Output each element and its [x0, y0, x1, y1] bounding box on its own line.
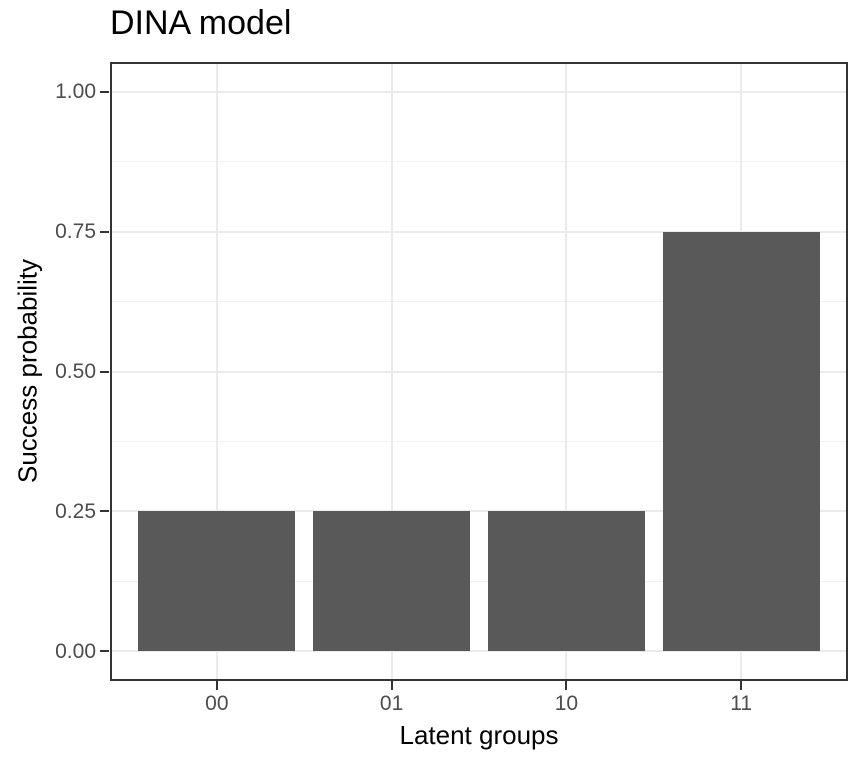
x-tick-label: 01: [379, 692, 404, 715]
x-tick-label: 00: [205, 692, 229, 715]
major-gridline-vertical: [215, 64, 218, 679]
minor-gridline: [112, 161, 846, 163]
x-axis-title: Latent groups: [399, 720, 559, 750]
y-tick-label: 0.75: [55, 220, 96, 244]
major-gridline: [112, 370, 846, 373]
x-tick-mark: [215, 681, 218, 690]
major-gridline-vertical: [565, 64, 568, 679]
x-tick-mark: [565, 681, 568, 690]
minor-gridline: [112, 440, 846, 442]
x-tick-mark: [740, 681, 743, 690]
major-gridline-vertical: [390, 64, 393, 679]
minor-gridline: [112, 301, 846, 303]
y-tick-mark: [100, 230, 109, 233]
x-tick-mark: [390, 681, 393, 690]
chart-title: DINA model: [110, 4, 292, 42]
major-gridline: [112, 650, 846, 653]
bar-10: [487, 511, 646, 652]
y-tick-label: 1.00: [55, 80, 96, 104]
major-gridline: [112, 90, 846, 93]
bar-00: [138, 511, 296, 652]
y-tick-label: 0.25: [55, 499, 96, 523]
y-tick-mark: [100, 510, 109, 513]
major-gridline: [112, 230, 846, 233]
bar-01: [312, 511, 471, 652]
y-tick-label: 0.50: [55, 360, 96, 383]
x-tick-label: 10: [554, 692, 579, 715]
bar-11: [662, 231, 820, 652]
y-tick-label: 0.00: [55, 639, 96, 663]
minor-gridline: [112, 580, 846, 582]
y-tick-mark: [100, 370, 109, 373]
y-tick-mark: [100, 650, 109, 653]
y-tick-mark: [100, 90, 109, 93]
plot-panel: [110, 62, 848, 681]
major-gridline: [112, 510, 846, 513]
x-tick-label: 11: [730, 692, 753, 715]
